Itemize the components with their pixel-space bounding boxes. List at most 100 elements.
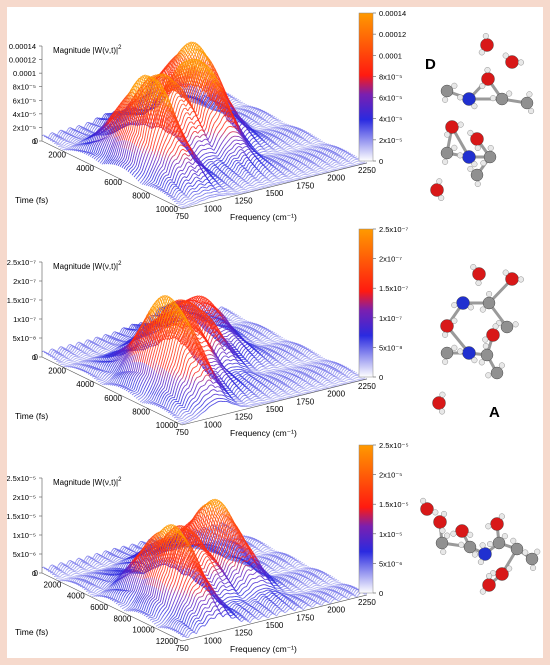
surface-line-segment	[168, 152, 171, 157]
surface-line-segment	[137, 150, 141, 158]
surface-line-segment	[209, 147, 213, 150]
surface-line-segment	[95, 152, 99, 156]
surface-line-segment	[69, 148, 73, 151]
surface-line-segment	[296, 148, 299, 150]
surface-line-segment	[272, 129, 275, 132]
surface-line-segment	[215, 159, 219, 162]
surface-line-segment	[275, 132, 279, 137]
surface-line-segment	[314, 143, 317, 146]
surface-line-segment	[304, 133, 308, 137]
surface-line-segment	[155, 177, 159, 184]
surface-line-segment	[238, 136, 241, 138]
surface-line-segment	[113, 147, 117, 156]
surface-line-segment	[248, 148, 251, 151]
surface-line-segment	[95, 142, 99, 147]
surface-line-segment	[240, 108, 243, 111]
surface-line-segment	[182, 53, 186, 58]
surface-line-segment	[179, 99, 182, 102]
surface-line-segment	[97, 156, 101, 159]
surface-line-segment	[298, 139, 301, 143]
surface-line-segment	[188, 41, 192, 45]
surface-line-segment	[171, 98, 175, 107]
surface-line-segment	[213, 166, 217, 170]
surface-line-segment	[236, 108, 239, 110]
surface-line-segment	[176, 58, 180, 67]
surface-line-segment	[165, 156, 169, 163]
surface-line-segment	[121, 147, 125, 157]
surface-line-segment	[149, 184, 153, 188]
surface-line-segment	[88, 123, 92, 128]
surface-line-segment	[164, 145, 168, 151]
surface-line-segment	[265, 146, 268, 149]
surface-line-segment	[267, 155, 270, 158]
surface-line-segment	[252, 107, 256, 111]
surface-line-segment	[246, 116, 249, 118]
surface-line-segment	[178, 144, 182, 147]
surface-line-segment	[201, 111, 205, 122]
surface-line-segment	[155, 140, 159, 148]
surface-line-segment	[255, 126, 259, 128]
surface-line-segment	[217, 161, 221, 164]
surface-line-segment	[234, 154, 237, 157]
surface-line-segment	[281, 155, 284, 159]
surface-line-segment	[324, 142, 328, 145]
surface-line-segment	[159, 147, 163, 154]
surface-line-segment	[197, 89, 201, 95]
surface-line-segment	[270, 121, 274, 124]
surface-line-segment	[300, 148, 303, 151]
surface-line-segment	[77, 143, 81, 147]
surface-line-segment	[211, 132, 215, 140]
surface-line-segment	[91, 146, 95, 153]
surface-line-segment	[263, 148, 266, 151]
surface-line-segment	[237, 153, 241, 159]
surface-line-segment	[203, 157, 206, 160]
surface-line-segment	[90, 130, 94, 133]
surface-line-segment	[125, 149, 129, 159]
surface-line-segment	[76, 124, 80, 128]
surface-line-segment	[209, 80, 213, 87]
surface-line-segment	[97, 117, 100, 120]
surface-line-segment	[165, 75, 169, 78]
surface-line-segment	[232, 151, 235, 154]
surface-line-segment	[78, 131, 81, 134]
surface-line-segment	[221, 161, 225, 164]
surface-line-segment	[89, 151, 93, 154]
surface-line-segment	[84, 122, 88, 126]
surface-line-segment	[314, 141, 317, 144]
surface-line-segment	[72, 130, 76, 135]
surface-line-segment	[168, 66, 172, 73]
surface-line-segment	[260, 121, 263, 125]
surface-line-segment	[299, 151, 303, 155]
surface-line-segment	[66, 133, 69, 137]
surface-line-segment	[276, 125, 279, 128]
surface-line-segment	[278, 119, 282, 122]
surface-line-segment	[281, 145, 285, 149]
surface-line-segment	[103, 113, 107, 116]
surface-line-segment	[70, 145, 73, 148]
surface-line-segment	[43, 135, 47, 138]
surface-line-segment	[99, 156, 103, 160]
surface-line-segment	[168, 146, 171, 150]
surface-line-segment	[289, 144, 293, 147]
surface-line-segment	[270, 129, 273, 132]
surface-line-segment	[176, 53, 180, 58]
surface-line-segment	[113, 154, 117, 160]
surface-line-segment	[84, 128, 88, 131]
surface-line-segment	[205, 98, 209, 102]
surface-line-segment	[249, 134, 252, 138]
surface-line-segment	[225, 133, 229, 137]
surface-line-segment	[248, 117, 251, 119]
surface-line-segment	[276, 119, 280, 122]
surface-line-segment	[201, 144, 204, 147]
surface-line-segment	[277, 139, 281, 143]
surface-line-segment	[302, 139, 305, 142]
surface-line-segment	[272, 120, 276, 123]
surface-line-segment	[283, 149, 287, 151]
surface-line-segment	[215, 166, 218, 169]
surface-line-segment	[151, 185, 155, 188]
surface-line-segment	[131, 153, 135, 163]
surface-line-segment	[277, 147, 281, 150]
surface-line-segment	[101, 118, 104, 121]
surface-line-segment	[157, 144, 161, 151]
surface-line-segment	[168, 137, 172, 143]
